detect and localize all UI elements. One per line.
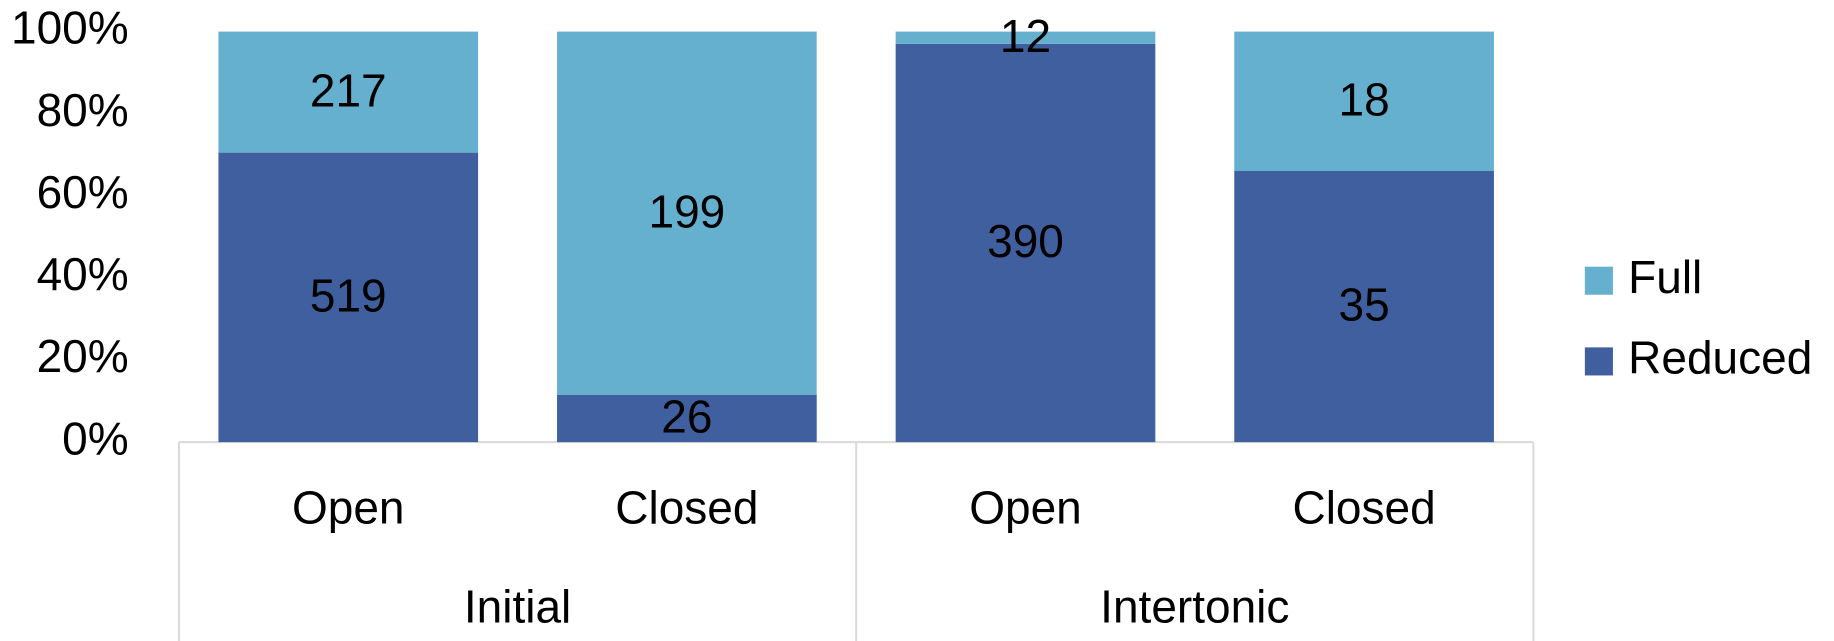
data-label: 12 — [1000, 10, 1051, 62]
bar-segment — [1234, 171, 1494, 443]
x-tick-label: Open — [969, 481, 1082, 533]
y-tick-label: 0% — [62, 412, 128, 464]
group-label: Initial — [464, 581, 571, 633]
bar-segment — [218, 152, 479, 443]
legend-label: Full — [1628, 251, 1702, 303]
y-tick-label: 100% — [11, 2, 129, 54]
bar-segment — [557, 31, 817, 395]
bar-segment — [895, 43, 1156, 443]
data-label: 217 — [310, 64, 387, 116]
legend-label: Reduced — [1628, 332, 1812, 384]
bar-segment — [218, 31, 479, 153]
data-label: 519 — [310, 270, 387, 322]
legend-swatch — [1584, 266, 1613, 295]
bar-segment — [557, 394, 817, 443]
y-tick-label: 20% — [37, 330, 129, 382]
x-tick-label: Closed — [615, 481, 758, 533]
x-tick-label: Open — [292, 481, 405, 533]
y-tick-label: 60% — [37, 166, 129, 218]
legend-swatch — [1584, 347, 1613, 376]
data-label: 26 — [661, 391, 712, 443]
y-tick-label: 40% — [37, 248, 129, 300]
y-tick-label: 80% — [37, 84, 129, 136]
group-label: Intertonic — [1100, 581, 1289, 633]
x-tick-label: Closed — [1292, 481, 1435, 533]
data-label: 18 — [1339, 73, 1390, 125]
data-label: 390 — [987, 215, 1064, 267]
data-label: 35 — [1339, 279, 1390, 331]
bar-segment — [1234, 31, 1494, 172]
bar-segment — [895, 31, 1156, 44]
data-label: 199 — [648, 185, 725, 237]
